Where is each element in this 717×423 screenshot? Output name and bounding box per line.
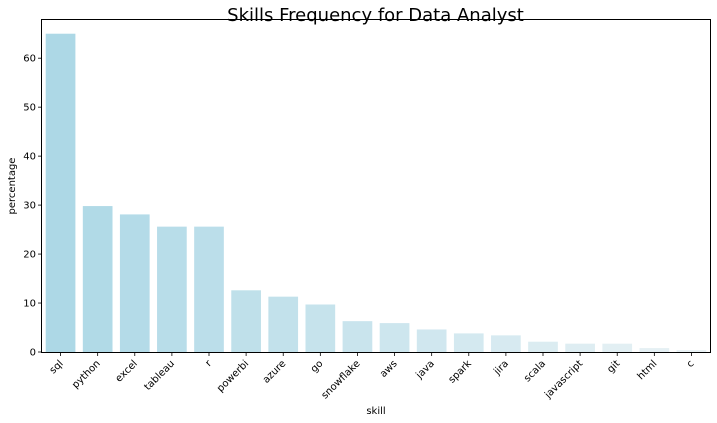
bar-aws	[379, 323, 410, 352]
bar-javascript	[565, 343, 595, 352]
y-tick-label: 40	[23, 152, 36, 163]
y-axis: 0 10 20 30 40 50 60	[23, 54, 42, 359]
x-tick-label: html	[636, 358, 660, 382]
x-tick-label: snowflake	[320, 358, 363, 401]
bar-c	[676, 350, 707, 352]
plot-frame	[41, 19, 711, 353]
x-tick-label: r	[203, 358, 214, 369]
bar-scala	[528, 341, 558, 352]
bar-html	[639, 348, 670, 352]
x-tick-label: scala	[522, 358, 548, 384]
bar-excel	[119, 214, 150, 352]
x-axis: sql python excel tableau r powerbi azure gosnow…	[48, 352, 697, 401]
y-tick-label: 30	[23, 201, 36, 212]
bar-powerbi	[231, 290, 261, 352]
x-tick-label: aws	[378, 358, 400, 380]
x-tick-label: excel	[114, 358, 140, 384]
y-tick-label: 20	[23, 250, 36, 261]
x-tick-label: powerbi	[215, 358, 251, 394]
bar-jira	[491, 335, 521, 352]
x-tick-label: git	[605, 358, 622, 375]
chart-title: Skills Frequency for Data Analyst	[227, 5, 524, 26]
bar-go	[305, 304, 336, 352]
x-tick-label: tableau	[143, 358, 178, 393]
bar-sql	[45, 33, 76, 353]
x-tick-label: spark	[447, 358, 474, 385]
x-tick-label: azure	[261, 358, 288, 385]
x-tick-label: go	[309, 358, 326, 375]
x-tick-label: python	[70, 358, 103, 391]
x-tick-label: javascript	[542, 358, 585, 401]
x-tick-label: c	[685, 358, 697, 370]
bar-git	[602, 343, 633, 352]
y-tick-label: 10	[23, 299, 36, 310]
y-tick-label: 60	[23, 54, 36, 65]
bar-azure	[268, 296, 299, 352]
bar-snowflake	[342, 321, 373, 352]
y-tick-label: 0	[30, 348, 36, 359]
bars-group	[45, 33, 707, 353]
x-axis-label: skill	[366, 406, 385, 417]
y-tick-label: 50	[23, 103, 36, 114]
bar-java	[416, 329, 447, 352]
y-axis-label: percentage	[7, 158, 18, 215]
bar-tableau	[157, 226, 187, 352]
bar-r	[194, 226, 224, 352]
bar-spark	[453, 333, 484, 352]
x-tick-label: java	[413, 358, 436, 381]
bar-python	[82, 206, 113, 352]
x-tick-label: sql	[48, 358, 66, 376]
x-tick-label: jira	[491, 358, 511, 378]
